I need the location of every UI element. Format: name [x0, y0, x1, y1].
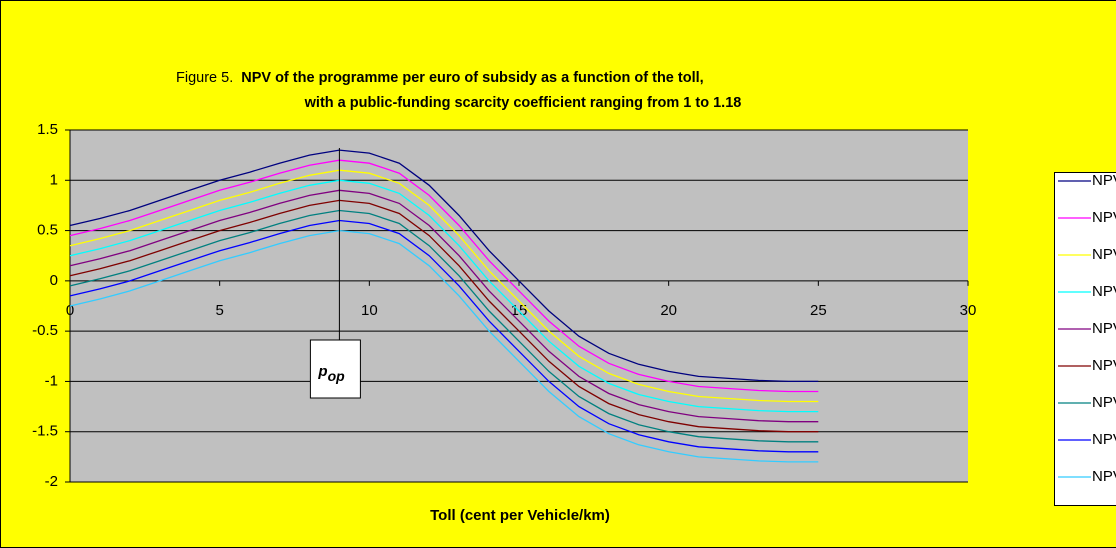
legend-label: NPV(1.7) [1092, 431, 1116, 448]
title-label: Figure 5. [176, 70, 233, 86]
y-tick-label: 1 [50, 171, 58, 188]
series-line [69, 219, 819, 453]
x-tick-label: 30 [960, 302, 977, 319]
legend-label: NPV(1.8) [1092, 468, 1116, 485]
series-line [69, 199, 819, 433]
annotation-box [309, 339, 361, 399]
series-line [69, 159, 819, 393]
x-tick-label: 20 [660, 302, 677, 319]
legend-label: NPV(1.6) [1092, 394, 1116, 411]
y-tick-label: -1 [45, 372, 58, 389]
annotation-text: pop [317, 363, 345, 384]
annotation-subscript: op [328, 368, 346, 384]
legend-label: NPV(1.2) [1092, 246, 1116, 263]
legend-label: NPV(1) [1092, 172, 1116, 189]
x-tick-label: 10 [361, 302, 378, 319]
y-tick-label: 0.5 [37, 222, 58, 239]
series-line [69, 169, 819, 403]
legend-label: NPV(1.1) [1092, 209, 1116, 226]
x-tick-label: 0 [66, 302, 74, 319]
series-line [69, 209, 819, 443]
x-tick-label: 5 [215, 302, 223, 319]
legend-box [1054, 172, 1116, 506]
legend-label: NPV(1.5) [1092, 357, 1116, 374]
x-tick-label: 25 [810, 302, 827, 319]
chart-title: Figure 5. NPV of the programme per euro o… [176, 70, 704, 86]
x-axis-label: Toll (cent per Vehicle/km) [430, 507, 610, 524]
annotation-symbol: p [317, 363, 327, 380]
y-tick-label: 0 [50, 272, 58, 289]
legend-label: NPV(1.4) [1092, 320, 1116, 337]
series-line [69, 149, 819, 383]
series-line [69, 189, 819, 423]
title-line: with a public-funding scarcity coefficie… [304, 95, 742, 111]
title-line: NPV of the programme per euro of subsidy… [241, 70, 703, 86]
legend-label: NPV(1.3) [1092, 283, 1116, 300]
y-tick-label: -1.5 [32, 423, 58, 440]
series-line [69, 179, 819, 413]
plot-area [70, 130, 968, 482]
series-line [69, 229, 819, 463]
y-tick-label: -2 [45, 473, 58, 490]
y-tick-label: 1.5 [37, 121, 58, 138]
y-tick-label: -0.5 [32, 322, 58, 339]
